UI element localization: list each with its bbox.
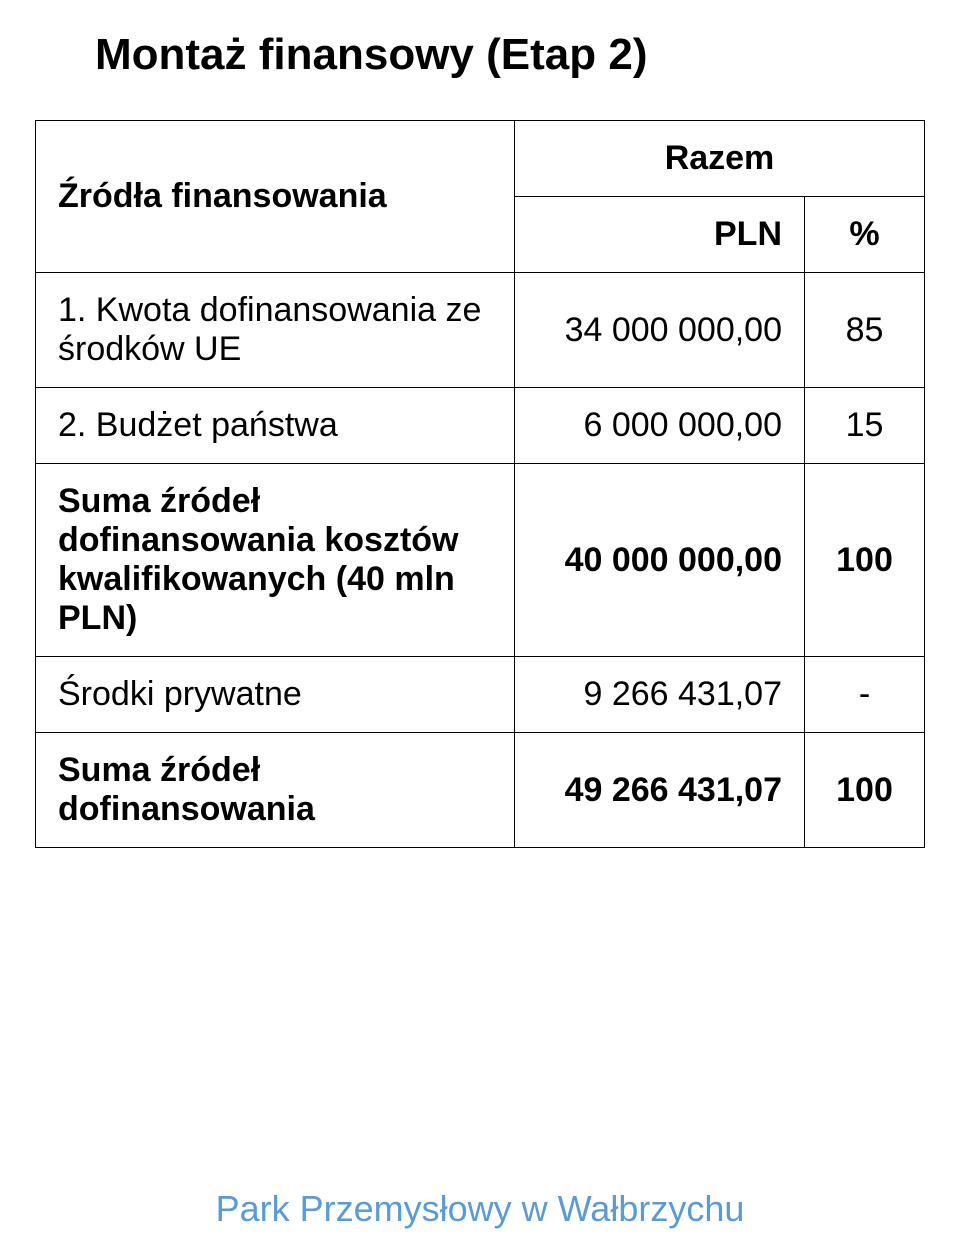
row-percent: 100 [805,733,925,848]
header-pln: PLN [515,197,805,273]
header-razem: Razem [515,121,925,197]
financial-table: Źródła finansowania Razem PLN % 1. Kwota… [35,120,925,848]
row-percent: 15 [805,388,925,464]
page-title: Montaż finansowy (Etap 2) [35,30,925,80]
table-header-row-1: Źródła finansowania Razem [36,121,925,197]
row-label: 1. Kwota dofinansowania ze środków UE [36,273,515,388]
row-label: 2. Budżet państwa [36,388,515,464]
row-label: Suma źródeł dofinansowania kosztów kwali… [36,464,515,657]
row-label: Środki prywatne [36,657,515,733]
row-pln: 9 266 431,07 [515,657,805,733]
row-pln: 34 000 000,00 [515,273,805,388]
table-row: Suma źródeł dofinansowania 49 266 431,07… [36,733,925,848]
row-label: Suma źródeł dofinansowania [36,733,515,848]
row-percent: 85 [805,273,925,388]
table-row: 1. Kwota dofinansowania ze środków UE 34… [36,273,925,388]
header-sources: Źródła finansowania [36,121,515,273]
header-percent: % [805,197,925,273]
row-percent: 100 [805,464,925,657]
row-pln: 40 000 000,00 [515,464,805,657]
row-percent: - [805,657,925,733]
footer-text: Park Przemysłowy w Wałbrzychu [0,1188,960,1230]
table-row: 2. Budżet państwa 6 000 000,00 15 [36,388,925,464]
row-pln: 49 266 431,07 [515,733,805,848]
table-row: Suma źródeł dofinansowania kosztów kwali… [36,464,925,657]
row-pln: 6 000 000,00 [515,388,805,464]
table-row: Środki prywatne 9 266 431,07 - [36,657,925,733]
